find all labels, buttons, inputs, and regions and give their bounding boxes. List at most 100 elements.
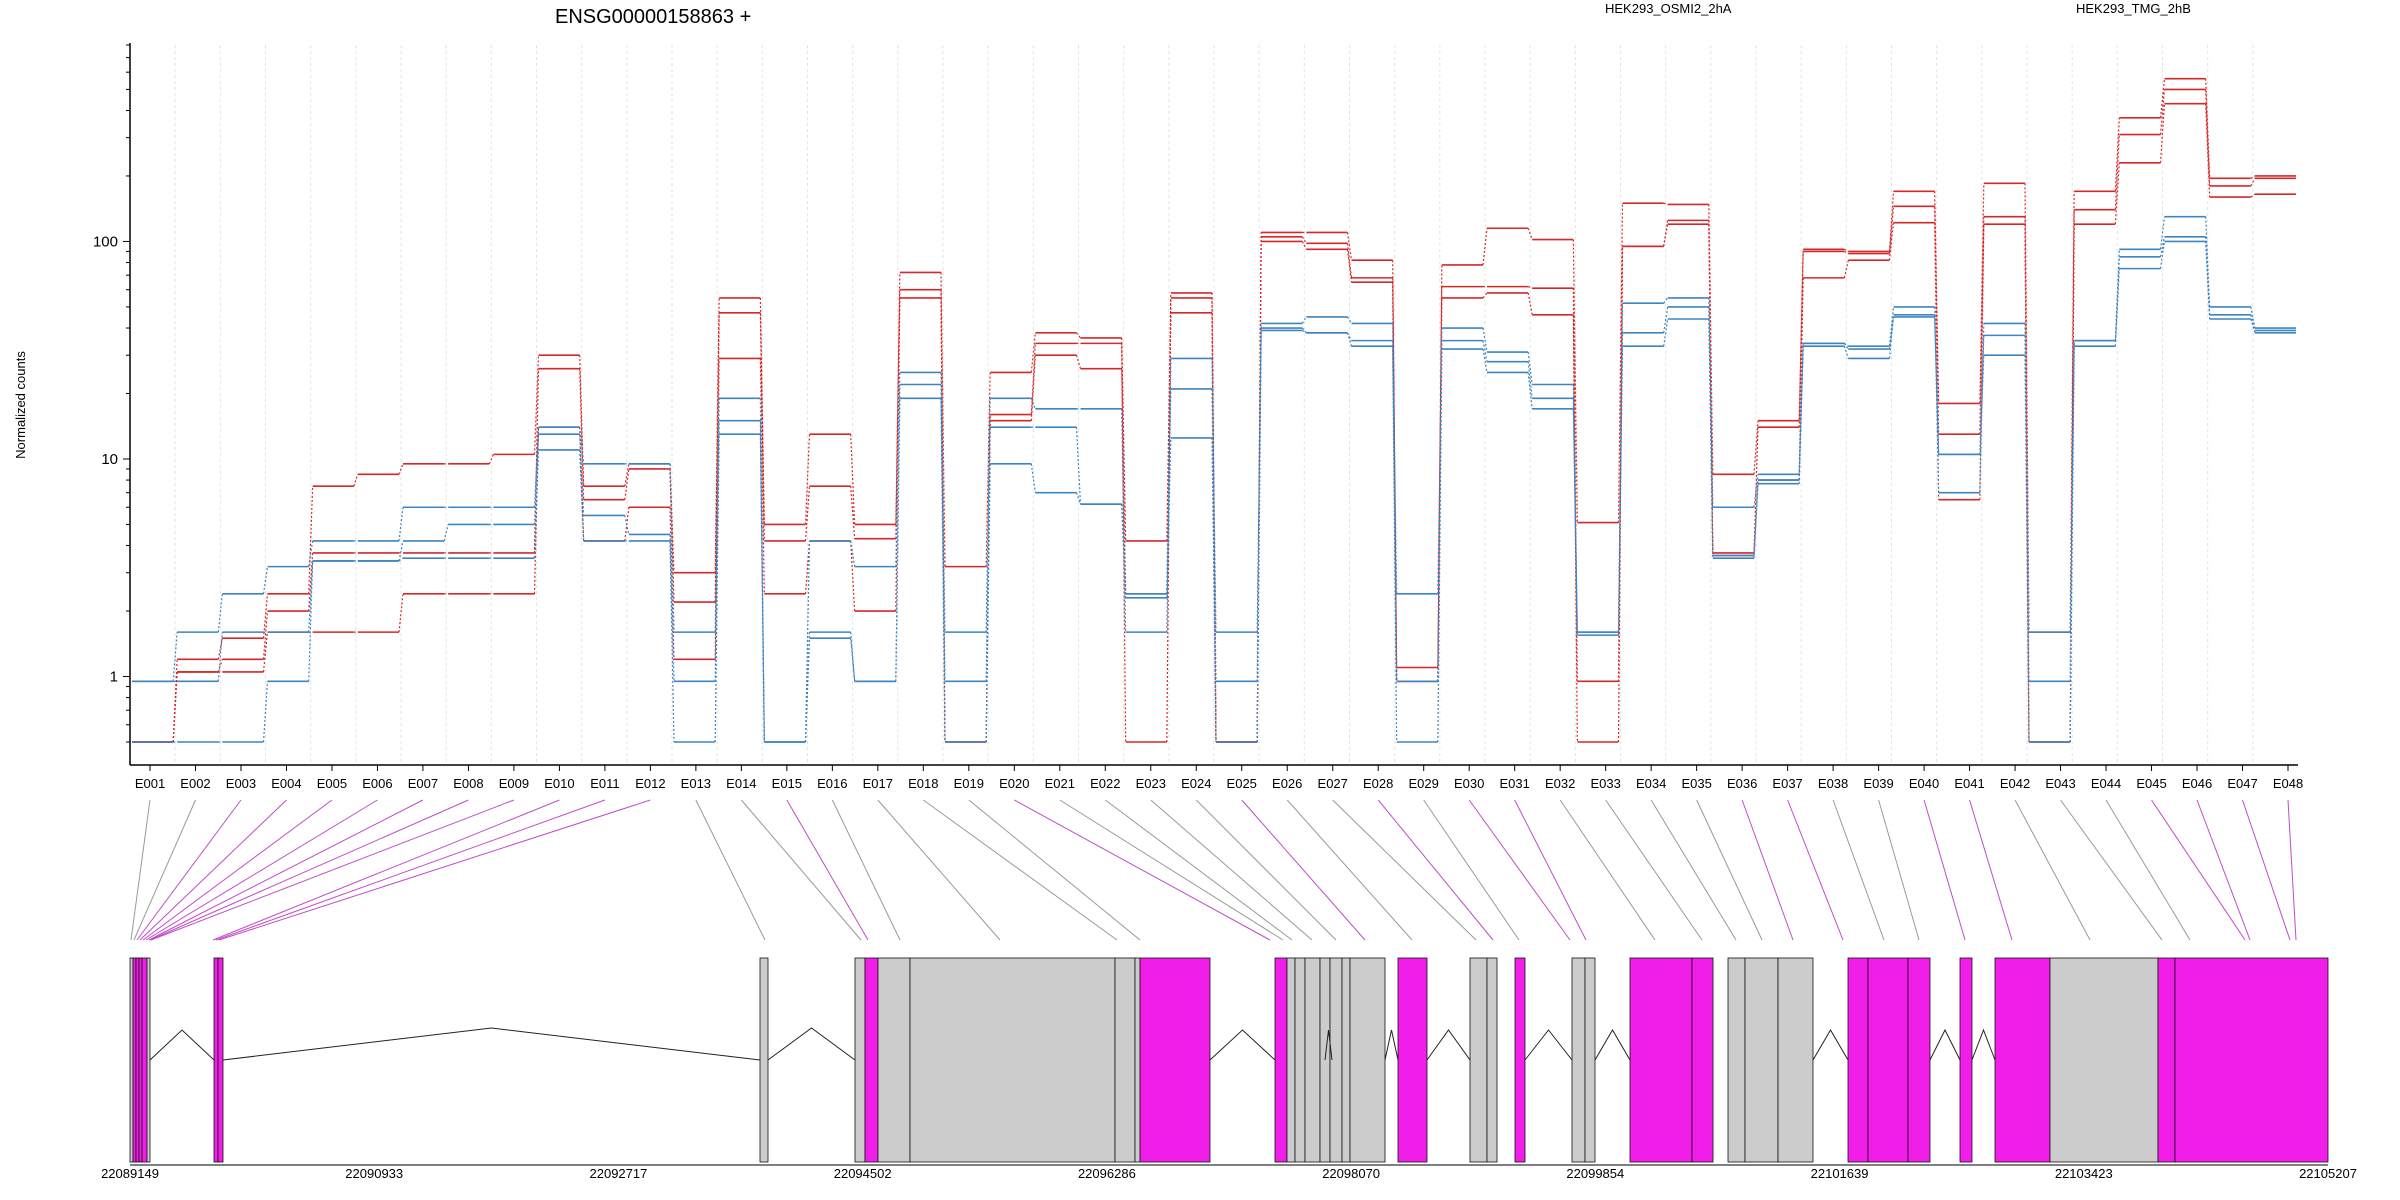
series-0-connector (217, 638, 223, 660)
intron-line (1524, 1029, 1573, 1061)
exon-block (135, 957, 140, 1163)
x-tick-label: E014 (726, 776, 756, 791)
plot-area (132, 77, 2296, 743)
exon-connector (2242, 799, 2291, 941)
series-0-connector (1346, 232, 1353, 261)
exon-block (132, 957, 137, 1163)
series-5-connector (1572, 408, 1578, 636)
x-tick-label: E008 (453, 776, 483, 791)
exon-connectors (130, 799, 2297, 941)
series-2-connector (1256, 241, 1262, 743)
exon-block (1286, 957, 1296, 1163)
exon-block (1571, 957, 1586, 1163)
x-tick-label: E022 (1090, 776, 1120, 791)
series-5-connector (1934, 314, 1940, 455)
series-3-connector (1211, 358, 1217, 633)
x-tick-label: E037 (1772, 776, 1802, 791)
series-4-connector (398, 540, 404, 562)
x-tick-label: E019 (954, 776, 984, 791)
exon-connector (136, 799, 242, 941)
series-4-connector (940, 384, 946, 682)
series-5-connector (1256, 330, 1262, 743)
series-1-connector (533, 368, 540, 553)
legend-osmi2: HEK293_OSMI2_2hA (1605, 1, 1732, 16)
series-1-connector (1798, 251, 1804, 428)
x-axis: E001 E002 E003 E004 E005 E006 E007 E008 E009 E010… (130, 764, 2303, 791)
x-tick-label: E016 (817, 776, 847, 791)
x-tick-label: E020 (999, 776, 1029, 791)
exon-connector (1650, 799, 1737, 941)
series-5-connector (2069, 346, 2075, 743)
exon-connector (212, 799, 560, 941)
series-0-connector (1572, 239, 1578, 523)
series-0-connector (1437, 264, 1443, 668)
series-2-connector (1979, 224, 1985, 500)
series-2-connector (262, 632, 269, 672)
x-tick-label: E023 (1136, 776, 1166, 791)
exon-connector (1787, 799, 1844, 941)
series-4-connector (579, 434, 585, 516)
series-3-connector (1753, 474, 1759, 508)
x-tick-label: E035 (1681, 776, 1711, 791)
exon-connector (786, 799, 869, 941)
exon-connector (1605, 799, 1703, 941)
series-1-connector (2159, 89, 2166, 135)
series-3-connector (1346, 316, 1353, 324)
series-3-connector (1708, 297, 1714, 508)
intron-line (1971, 1028, 1996, 1061)
exon-block (759, 957, 769, 1163)
series-1-connector (804, 486, 811, 541)
intron-line (1426, 1029, 1471, 1061)
exon-connector (1696, 799, 1763, 941)
exon-connector (1832, 799, 1885, 941)
series-1-connector (1346, 243, 1353, 278)
x-tick-label: E030 (1454, 776, 1484, 791)
series-1-connector (1844, 250, 1849, 255)
y-axis: 1 10 100 (93, 43, 131, 765)
exon-connector (1195, 799, 1337, 941)
exon-connector (1741, 799, 1794, 941)
exon-block (217, 957, 224, 1163)
exon-connector (1150, 799, 1313, 941)
series-4-connector (1482, 340, 1488, 362)
exon-block (2174, 957, 2329, 1163)
x-tick-label: E004 (271, 776, 301, 791)
exon-connector (133, 799, 196, 941)
series-1-connector (2250, 178, 2256, 187)
coordinate-label: 22103423 (2055, 1166, 2113, 1181)
exon-block (1274, 957, 1288, 1163)
exon-connector (1423, 799, 1520, 941)
series-5-connector (398, 557, 404, 562)
series-0-connector (850, 434, 856, 525)
series-4-connector (443, 524, 449, 542)
x-tick-label: E044 (2091, 776, 2121, 791)
series-0-connector (1617, 203, 1624, 523)
exon-block (1777, 957, 1814, 1163)
series-2-connector (759, 358, 765, 594)
exon-block (1584, 957, 1596, 1163)
series-2-connector (2159, 103, 2166, 163)
series-5-connector (1888, 314, 1895, 359)
series-3-connector (2205, 216, 2211, 307)
x-tick-label: E045 (2136, 776, 2166, 791)
x-tick-label: E003 (226, 776, 256, 791)
series-1-connector (1979, 216, 1985, 435)
series-0-connector (2159, 78, 2166, 118)
series-4-connector (1301, 327, 1307, 334)
series-2-connector (1482, 292, 1488, 299)
exon-block (2157, 957, 2176, 1163)
series-3-connector (1301, 316, 1307, 324)
series-4-connector (1934, 316, 1940, 455)
coordinate-label: 22090933 (345, 1166, 403, 1181)
series-5-connector (1302, 329, 1307, 334)
x-tick-label: E028 (1363, 776, 1393, 791)
series-3-connector (985, 398, 991, 633)
exon-block (1349, 957, 1386, 1163)
series-2-connector (398, 593, 404, 633)
series-5-connector (1663, 318, 1669, 347)
exon-connector (145, 799, 378, 941)
series-0-connector (1076, 332, 1081, 339)
series-5-connector (1798, 346, 1804, 484)
exon-connector (148, 799, 424, 941)
